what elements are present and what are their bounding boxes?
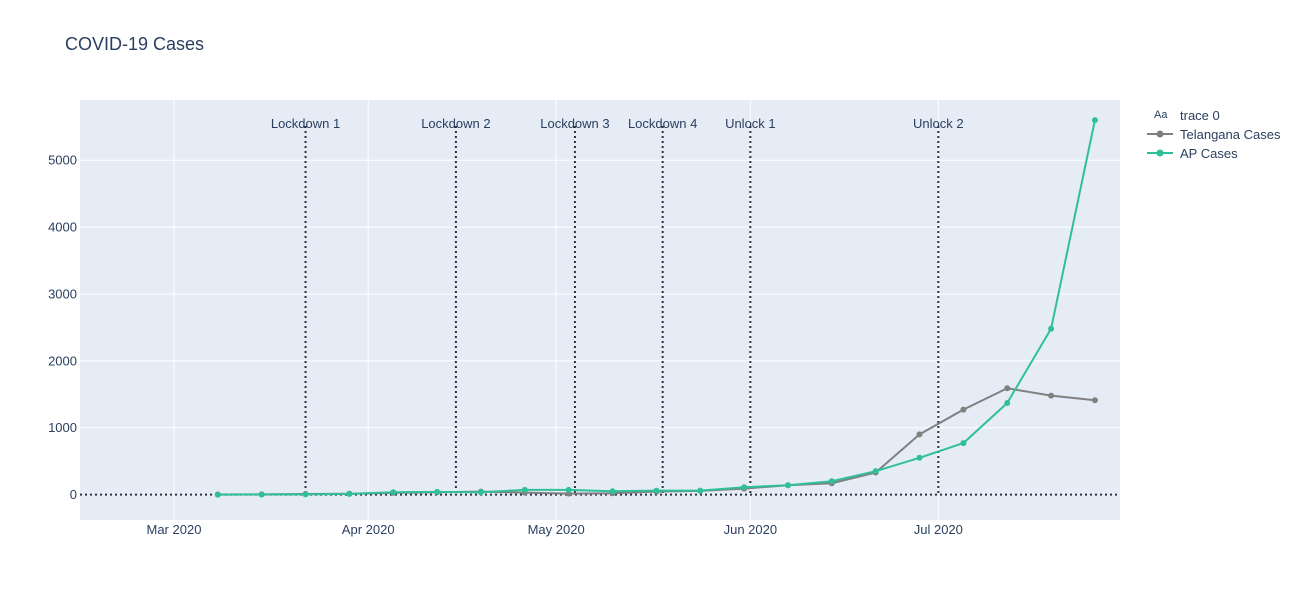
x-tick-label: Mar 2020 [147,522,202,537]
data-point-telangana[interactable] [916,431,923,438]
y-axis: 0 1000 2000 3000 4000 5000 [48,153,77,502]
data-point-telangana[interactable] [1004,385,1011,392]
chart-title: COVID-19 Cases [65,34,204,54]
series-layer [214,117,1098,498]
annotation-label: Unlock 2 [913,116,964,131]
data-point-ap[interactable] [214,491,221,498]
annotation-label: Lockdown 3 [540,116,609,131]
legend-marker-ap [1156,149,1164,157]
data-point-ap[interactable] [653,487,660,494]
y-tick-label: 2000 [48,353,77,368]
data-point-ap[interactable] [916,454,923,461]
x-tick-label: Jul 2020 [914,522,963,537]
legend-header-label: trace 0 [1180,108,1220,123]
x-tick-label: Apr 2020 [342,522,395,537]
grid-layer [80,100,1120,520]
x-axis: Mar 2020 Apr 2020 May 2020 Jun 2020 Jul 2020 [147,522,963,537]
data-point-telangana[interactable] [1091,397,1098,404]
annotation-label: Lockdown 2 [421,116,490,131]
data-point-ap[interactable] [1048,325,1055,332]
y-tick-label: 3000 [48,286,77,301]
data-point-ap[interactable] [302,491,309,498]
data-point-ap[interactable] [741,484,748,491]
legend-item-ap[interactable]: AP Cases [1147,146,1238,161]
legend-label-ap: AP Cases [1180,146,1238,161]
data-point-telangana[interactable] [1048,392,1055,399]
data-point-ap[interactable] [784,482,791,489]
data-point-ap[interactable] [697,487,704,494]
data-point-ap[interactable] [477,489,484,496]
data-point-ap[interactable] [1091,117,1098,124]
data-point-telangana[interactable] [960,406,967,413]
plot-area [80,100,1120,520]
data-point-ap[interactable] [258,491,265,498]
legend-header-icon: Aa [1154,109,1168,121]
x-tick-label: Jun 2020 [724,522,778,537]
annotation-label: Lockdown 1 [271,116,340,131]
annotation-layer: Lockdown 1 Lockdown 2 Lockdown 3 Lockdown 4… [80,116,1120,496]
y-tick-label: 1000 [48,420,77,435]
data-point-ap[interactable] [872,468,879,475]
data-point-ap[interactable] [346,490,353,497]
y-tick-label: 5000 [48,153,77,168]
data-point-ap[interactable] [960,440,967,447]
legend-label-telangana: Telangana Cases [1180,127,1281,142]
legend-item-telangana[interactable]: Telangana Cases [1147,127,1281,142]
data-point-ap[interactable] [434,488,441,495]
legend: Aa trace 0 Telangana Cases AP Cases [1147,108,1281,161]
data-point-ap[interactable] [609,488,616,495]
annotation-label: Unlock 1 [725,116,776,131]
annotation-label: Lockdown 4 [628,116,697,131]
y-tick-label: 0 [70,487,77,502]
x-tick-label: May 2020 [528,522,585,537]
data-point-ap[interactable] [1004,399,1011,406]
data-point-ap[interactable] [390,489,397,496]
data-point-ap[interactable] [565,486,572,493]
legend-marker-telangana [1156,130,1164,138]
y-tick-label: 4000 [48,220,77,235]
data-point-ap[interactable] [828,478,835,485]
data-point-ap[interactable] [521,486,528,493]
